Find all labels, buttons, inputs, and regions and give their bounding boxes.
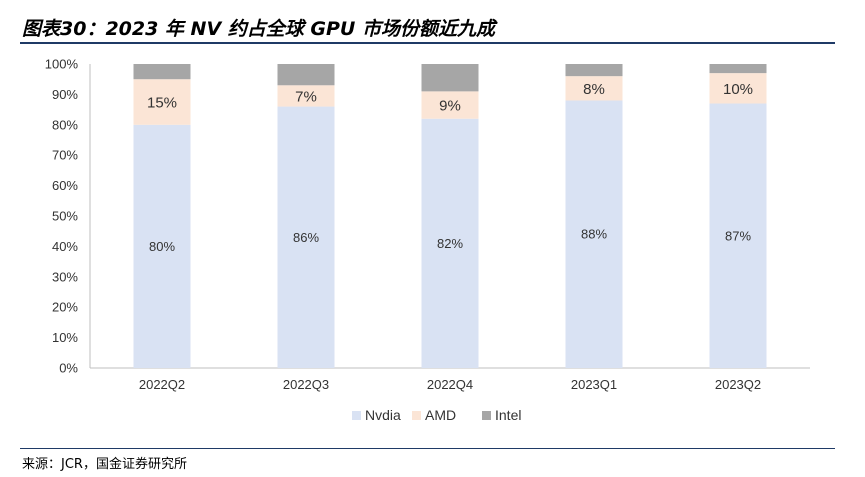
x-tick-label-2023Q1: 2023Q1: [571, 377, 617, 392]
data-label-amd-2022Q3: 7%: [295, 88, 317, 105]
source-rule: [20, 448, 835, 449]
legend-swatch-amd: [412, 411, 421, 420]
x-tick-label-2023Q2: 2023Q2: [715, 377, 761, 392]
data-label-nvdia-2022Q4: 82%: [437, 236, 463, 251]
data-label-amd-2022Q4: 9%: [439, 98, 461, 115]
y-tick-label-10: 100%: [45, 57, 79, 72]
bar-intel-2023Q1: [565, 64, 623, 77]
bar-intel-2022Q3: [277, 64, 335, 86]
bar-nvdia-2022Q4: [421, 118, 479, 368]
data-label-nvdia-2022Q3: 86%: [293, 230, 319, 245]
data-label-nvdia-2022Q2: 80%: [149, 239, 175, 254]
y-tick-label-9: 90%: [52, 87, 78, 102]
source-note: 来源：JCR，国金证券研究所: [22, 457, 187, 472]
y-tick-label-8: 80%: [52, 117, 78, 132]
y-tick-label-4: 40%: [52, 239, 78, 254]
data-label-nvdia-2023Q2: 87%: [725, 228, 751, 243]
bar-intel-2022Q2: [133, 64, 191, 80]
title-rule: [20, 42, 835, 44]
bar-amd-2023Q1: [565, 76, 623, 101]
bar-nvdia-2023Q1: [565, 100, 623, 368]
bar-intel-2022Q4: [421, 64, 479, 92]
legend-label-nvdia: Nvdia: [365, 407, 401, 423]
data-label-amd-2023Q1: 8%: [583, 81, 605, 98]
y-tick-label-2: 20%: [52, 300, 78, 315]
y-tick-label-3: 30%: [52, 269, 78, 284]
data-label-amd-2023Q2: 10%: [723, 81, 753, 98]
legend-label-intel: Intel: [495, 407, 521, 423]
y-tick-label-6: 60%: [52, 178, 78, 193]
bar-amd-2022Q4: [421, 91, 479, 119]
y-tick-label-5: 50%: [52, 209, 78, 224]
y-tick-label-7: 70%: [52, 148, 78, 163]
legend-swatch-nvdia: [352, 411, 361, 420]
bar-amd-2022Q2: [133, 79, 191, 125]
data-label-nvdia-2023Q1: 88%: [581, 227, 607, 242]
x-tick-label-2022Q3: 2022Q3: [283, 377, 329, 392]
y-tick-label-1: 10%: [52, 330, 78, 345]
legend-swatch-intel: [482, 411, 491, 420]
bar-nvdia-2023Q2: [709, 103, 767, 369]
x-tick-label-2022Q4: 2022Q4: [427, 377, 473, 392]
bar-nvdia-2022Q2: [133, 124, 191, 368]
data-label-amd-2022Q2: 15%: [147, 95, 177, 112]
legend-label-amd: AMD: [425, 407, 456, 423]
y-tick-label-0: 0%: [59, 361, 78, 376]
bar-amd-2023Q2: [709, 73, 767, 104]
x-tick-label-2022Q2: 2022Q2: [139, 377, 185, 392]
bar-amd-2022Q3: [277, 85, 335, 107]
bar-nvdia-2022Q3: [277, 106, 335, 368]
bar-intel-2023Q2: [709, 64, 767, 74]
chart-title: 图表30：2023 年 NV 约占全球 GPU 市场份额近九成: [22, 18, 495, 40]
